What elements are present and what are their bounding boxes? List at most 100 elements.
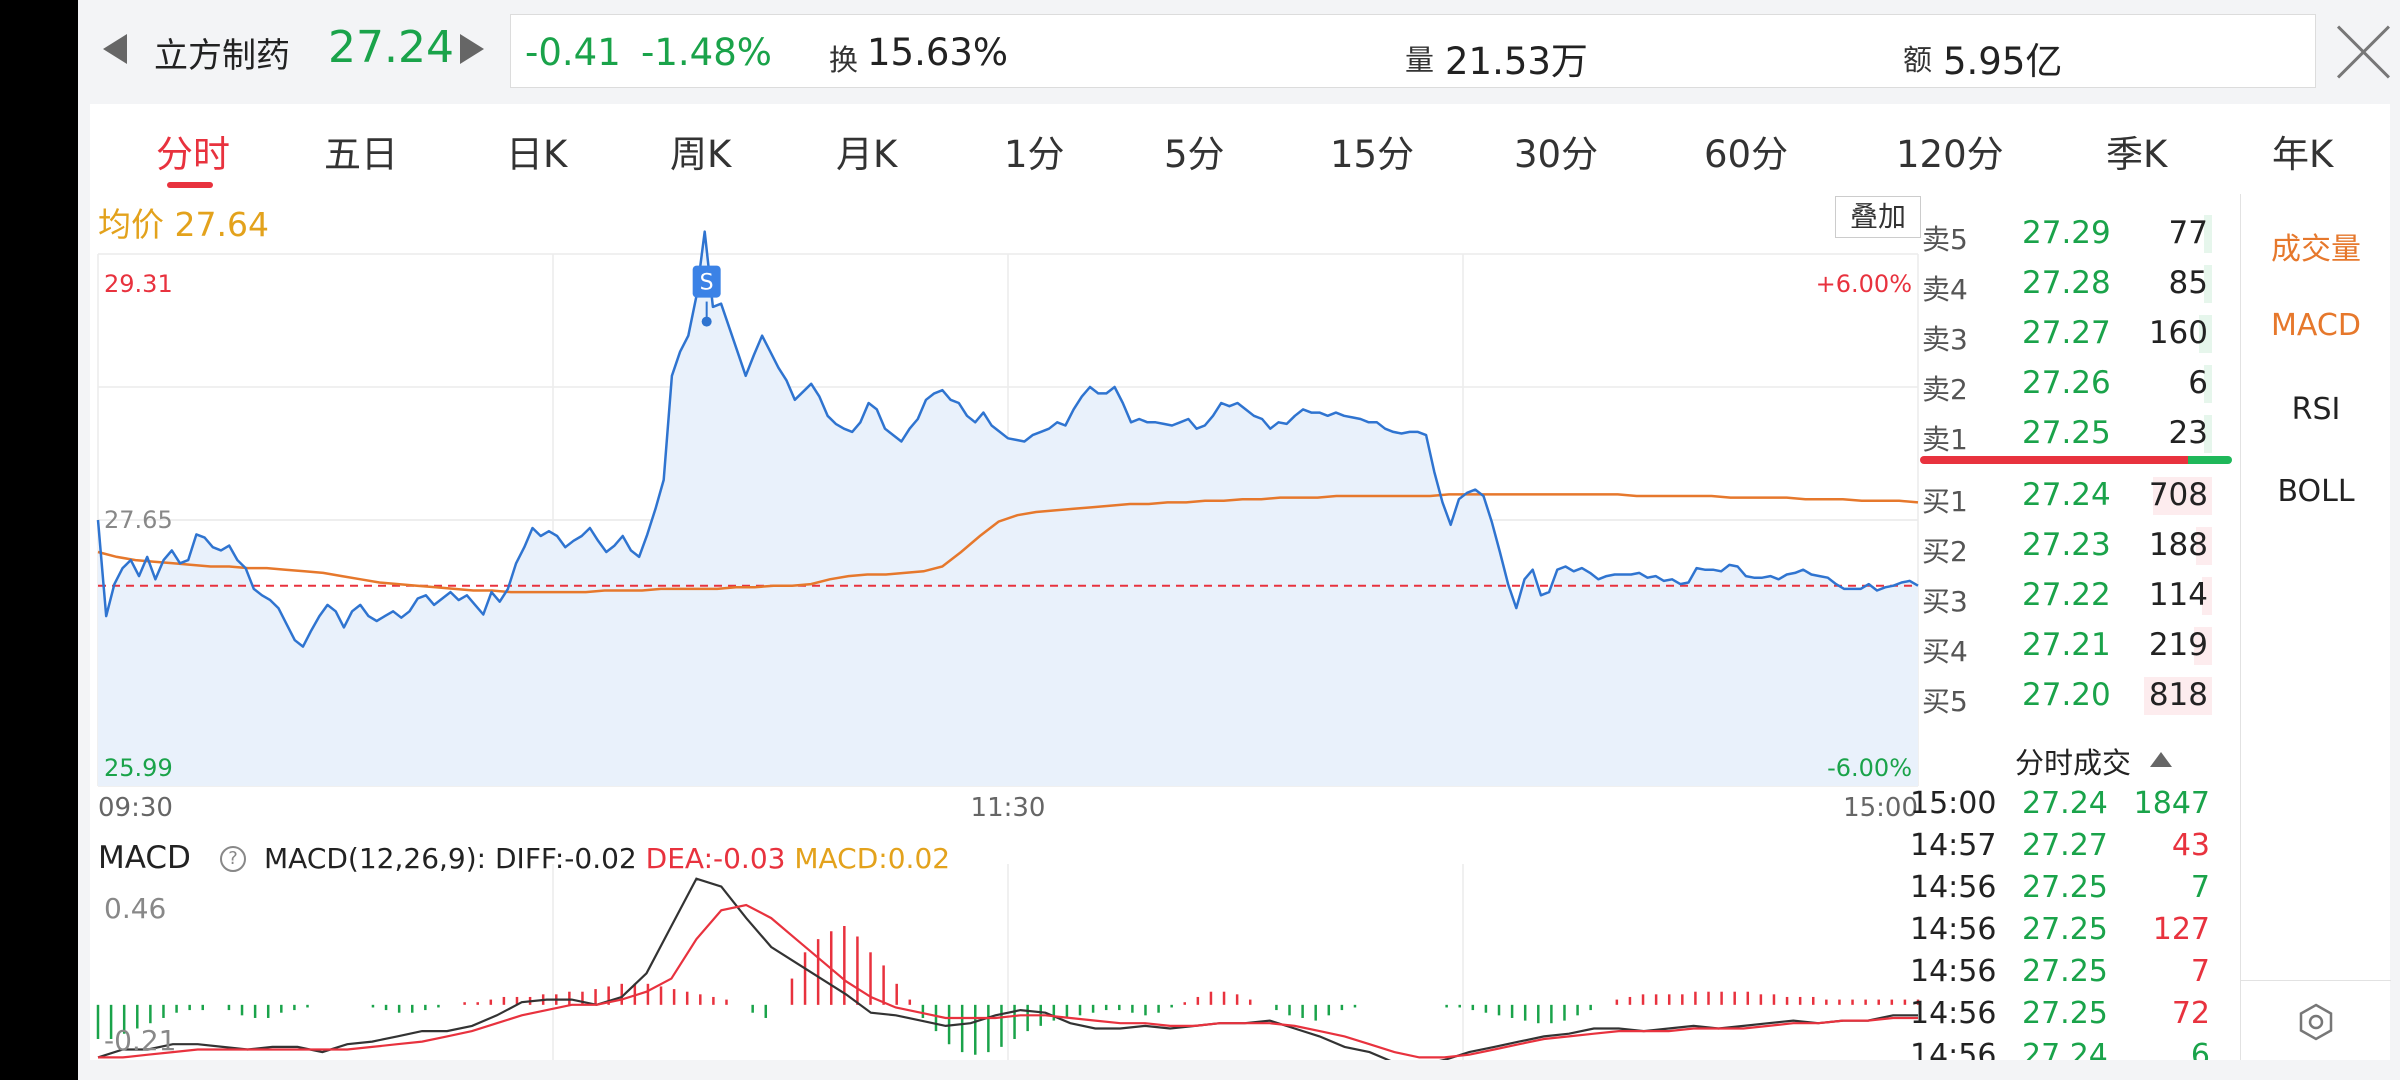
trade-time: 14:56 <box>1910 954 1997 989</box>
caret-up-icon[interactable] <box>2150 752 2172 767</box>
indicator-rsi[interactable]: RSI <box>2291 392 2341 427</box>
macd-dea-line <box>98 903 1918 1059</box>
trade-volume: 7 <box>2190 954 2210 989</box>
time-axis-end: 15:00 <box>1843 793 1918 823</box>
signal-marker-dot <box>701 316 712 327</box>
percent-axis-max: +6.00% <box>1816 270 1912 298</box>
trade-volume: 7 <box>2190 870 2210 905</box>
indicator-volume[interactable]: 成交量 <box>2271 232 2361 267</box>
indicator-panel: 成交量 MACD RSI BOLL <box>2240 194 2391 1060</box>
ask-level-label: 卖1 <box>1922 423 1968 456</box>
bid-volume-bar <box>2202 577 2212 615</box>
trade-time: 14:56 <box>1910 912 1997 947</box>
tab-120-min[interactable]: 120分 <box>1896 133 2004 176</box>
bid-level-2[interactable]: 买2 27.23 188 <box>1922 522 2212 568</box>
tab-5-min[interactable]: 5分 <box>1164 133 1225 176</box>
next-stock-icon[interactable] <box>460 34 484 64</box>
tab-daily-k[interactable]: 日K <box>506 133 568 176</box>
macd-title: MACD <box>98 840 191 876</box>
ask-level-1[interactable]: 卖1 27.25 23 <box>1922 410 2212 456</box>
ask-volume-bar <box>2204 265 2212 303</box>
bid-level-5[interactable]: 买5 27.20 818 <box>1922 672 2212 718</box>
macd-diff: DIFF:-0.02 <box>495 842 637 875</box>
macd-axis-max: 0.46 <box>104 892 166 925</box>
amount-value: 5.95亿 <box>1943 40 2063 83</box>
tab-1-min[interactable]: 1分 <box>1004 133 1065 176</box>
bid-volume-bar <box>2194 627 2212 665</box>
bid-level-label: 买1 <box>1922 485 1968 518</box>
macd-axis-min: -0.21 <box>104 1024 176 1057</box>
bid-level-label: 买2 <box>1922 535 1968 568</box>
bid-level-4[interactable]: 买4 27.21 219 <box>1922 622 2212 668</box>
ask-level-price: 27.25 <box>2022 415 2111 451</box>
bottom-strip <box>90 1060 2390 1080</box>
tab-60-min[interactable]: 60分 <box>1704 133 1789 176</box>
tab-yearly-k[interactable]: 年K <box>2272 133 2334 176</box>
bid-level-volume: 114 <box>2148 577 2208 613</box>
bid-level-price: 27.24 <box>2022 477 2111 513</box>
tab-30-min[interactable]: 30分 <box>1514 133 1599 176</box>
bid-volume-bar <box>2153 477 2212 515</box>
trade-row: 14:56 27.25 127 <box>1910 912 2210 952</box>
macd-value: MACD:0.02 <box>794 842 951 875</box>
help-icon[interactable]: ? <box>220 846 246 872</box>
trade-row: 14:56 27.25 7 <box>1910 870 2210 910</box>
overlay-button[interactable]: 叠加 <box>1835 196 1921 238</box>
trade-volume: 43 <box>2171 828 2210 863</box>
trades-title[interactable]: 分时成交 <box>2015 746 2132 780</box>
average-price: 均价 27.64 <box>98 205 269 244</box>
bid-level-label: 买3 <box>1922 585 1968 618</box>
ask-level-5[interactable]: 卖5 27.29 77 <box>1922 210 2212 256</box>
trade-time: 14:56 <box>1910 996 1997 1031</box>
bid-level-price: 27.23 <box>2022 527 2111 563</box>
ask-level-price: 27.26 <box>2022 365 2111 401</box>
ask-level-price: 27.28 <box>2022 265 2111 301</box>
trade-volume: 127 <box>2152 912 2210 947</box>
ask-level-volume: 77 <box>2168 215 2208 251</box>
stock-detail-app: 立方制药 27.24 -0.41 -1.48% 换 15.63% 量 21.53… <box>78 0 2400 1080</box>
volume-value: 21.53万 <box>1445 40 1588 83</box>
bid-level-1[interactable]: 买1 27.24 708 <box>1922 472 2212 518</box>
trade-price: 27.25 <box>2022 912 2108 947</box>
tab-intraday[interactable]: 分时 <box>156 133 230 176</box>
trade-row: 14:56 27.25 72 <box>1910 996 2210 1036</box>
ask-level-label: 卖4 <box>1922 273 1968 306</box>
tab-weekly-k[interactable]: 周K <box>670 133 732 176</box>
chart-canvas[interactable]: S 29.31 27.65 25.99 +6.00% -6.00% 09:30 11:30 15… <box>90 194 2240 1060</box>
signal-marker-label: S <box>700 271 714 296</box>
previous-stock-icon[interactable] <box>103 34 127 64</box>
turnover-label: 换 <box>829 43 859 77</box>
bid-level-volume: 818 <box>2148 677 2208 713</box>
tab-five-day[interactable]: 五日 <box>324 133 398 176</box>
bid-level-price: 27.22 <box>2022 577 2111 613</box>
price-axis-min: 25.99 <box>104 754 173 782</box>
ask-level-4[interactable]: 卖4 27.28 85 <box>1922 260 2212 306</box>
close-icon[interactable] <box>2332 20 2396 84</box>
left-edge-bar <box>0 0 78 1080</box>
signal-marker-badge <box>692 265 721 298</box>
indicator-boll[interactable]: BOLL <box>2277 474 2355 509</box>
settings-icon[interactable] <box>2296 1002 2336 1042</box>
tab-monthly-k[interactable]: 月K <box>836 133 898 176</box>
ask-level-price: 27.29 <box>2022 215 2111 251</box>
trade-price: 27.25 <box>2022 996 2108 1031</box>
macd-diff-line <box>97 877 1918 1060</box>
period-tabs: 分时 五日 日K 周K 月K 1分 5分 15分 30分 60分 120分 季K… <box>90 104 2390 194</box>
macd-params: MACD(12,26,9): DIFF:-0.02 DEA:-0.03 MACD… <box>264 842 950 875</box>
trade-time: 14:56 <box>1910 870 1997 905</box>
price-area <box>98 231 1918 787</box>
ask-level-3[interactable]: 卖3 27.27 160 <box>1922 310 2212 356</box>
ask-level-2[interactable]: 卖2 27.26 6 <box>1922 360 2212 406</box>
indicator-macd[interactable]: MACD <box>2271 308 2361 343</box>
tab-quarterly-k[interactable]: 季K <box>2106 133 2168 176</box>
trade-price: 27.25 <box>2022 954 2108 989</box>
tab-15-min[interactable]: 15分 <box>1330 133 1415 176</box>
ask-level-price: 27.27 <box>2022 315 2111 351</box>
bid-level-volume: 219 <box>2148 627 2208 663</box>
bid-level-label: 买4 <box>1922 635 1968 668</box>
bid-level-3[interactable]: 买3 27.22 114 <box>1922 572 2212 618</box>
trade-row: 14:56 27.25 7 <box>1910 954 2210 994</box>
trade-price: 27.24 <box>2022 786 2108 821</box>
trade-time: 15:00 <box>1910 786 1997 821</box>
ask-level-volume: 6 <box>2188 365 2208 401</box>
